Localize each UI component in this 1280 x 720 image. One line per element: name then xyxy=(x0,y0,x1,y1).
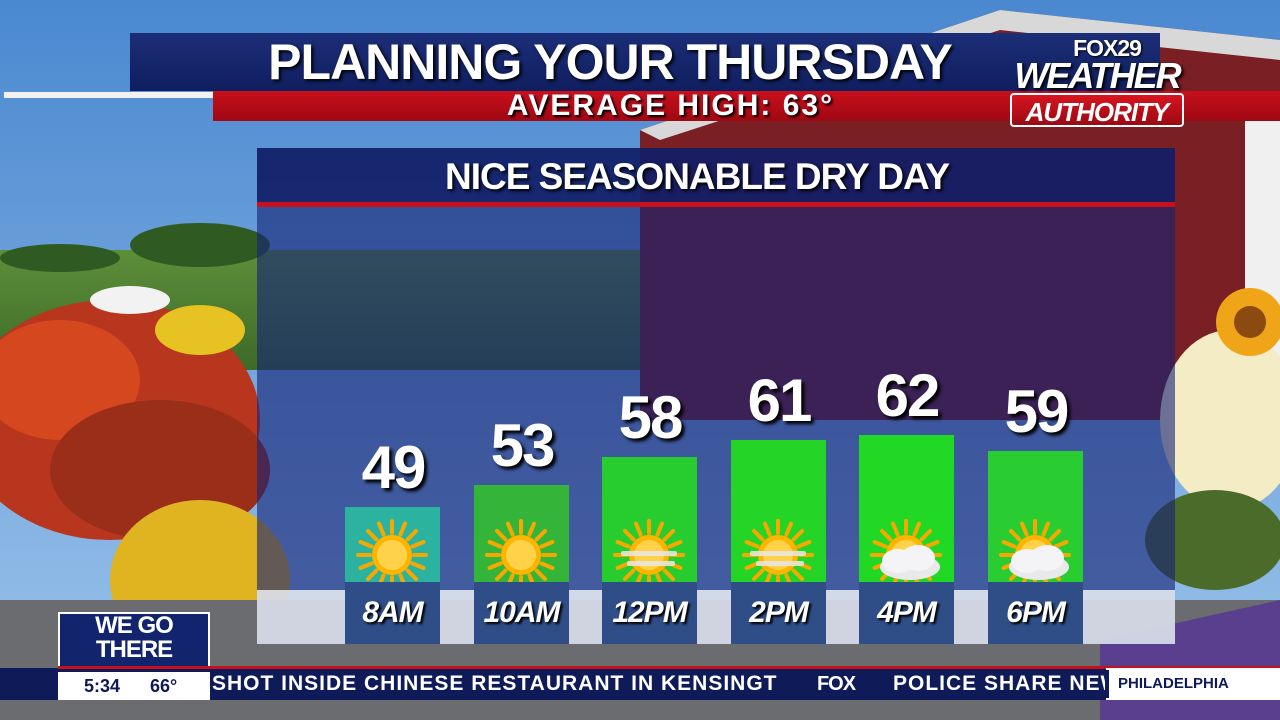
badge-line-1: WE GO xyxy=(95,612,174,639)
time-tick-label: 12PM xyxy=(612,596,687,629)
title-bar xyxy=(130,33,1160,91)
time-tick-label: 10AM xyxy=(483,596,560,629)
sunny-haze-icon xyxy=(609,515,689,595)
ticker-city: PHILADELPHIA xyxy=(1118,675,1229,692)
we-go-there-text: WE GO THERE xyxy=(58,614,210,666)
temperature-value-label: 62 xyxy=(875,362,941,429)
ticker-divider xyxy=(1106,670,1109,698)
ticker-headline-next: POLICE SHARE NEW xyxy=(893,672,1105,695)
forecast-panel-header xyxy=(257,148,1175,206)
badge-line-2: THERE xyxy=(95,636,173,663)
temperature-value-label: 53 xyxy=(490,412,556,479)
logo-authority-text: AUTHORITY xyxy=(1010,93,1184,127)
sunny-icon xyxy=(352,515,432,595)
panel-header-rule xyxy=(257,202,1175,207)
logo-network: FOX29 xyxy=(1073,35,1142,61)
fox29-weather-authority-logo: FOX29 WEATHER AUTHORITY xyxy=(1004,36,1188,132)
chart-title: NICE SEASONABLE DRY DAY xyxy=(444,156,950,197)
time-cell xyxy=(859,582,954,644)
ticker-headline: SHOT INSIDE CHINESE RESTAURANT IN KENSIN… xyxy=(212,672,777,695)
temperature-value-label: 59 xyxy=(1004,378,1070,445)
time-cell xyxy=(345,582,440,644)
page-title: PLANNING YOUR THURSDAY xyxy=(268,34,953,90)
time-tick-label: 4PM xyxy=(877,596,937,629)
badge-rule xyxy=(58,666,210,669)
temperature-value-label: 58 xyxy=(618,384,684,451)
average-high-subtitle: AVERAGE HIGH: 63° xyxy=(506,89,835,122)
current-temp: 66° xyxy=(150,676,178,696)
time-tick-label: 6PM xyxy=(1006,596,1066,629)
logo-weather-text: WEATHER xyxy=(1014,55,1181,96)
temperature-value-label: 61 xyxy=(747,367,813,434)
time-tick-label: 2PM xyxy=(749,596,809,629)
time-cell xyxy=(602,582,697,644)
time-cell xyxy=(474,582,569,644)
time-tick-label: 8AM xyxy=(362,596,423,629)
ticker-fox-logo: FOX xyxy=(816,673,856,695)
partly-cloudy-icon xyxy=(995,515,1075,595)
ticker-top-rule xyxy=(210,666,1280,669)
time-cell xyxy=(988,582,1083,644)
news-ticker xyxy=(0,668,1280,700)
current-time: 5:34 xyxy=(84,676,121,696)
time-cell xyxy=(731,582,826,644)
header-accent-line xyxy=(4,92,216,98)
time-temp-strip xyxy=(58,672,210,700)
temperature-value-label: 49 xyxy=(361,434,427,501)
ticker-city-box xyxy=(1106,668,1280,700)
